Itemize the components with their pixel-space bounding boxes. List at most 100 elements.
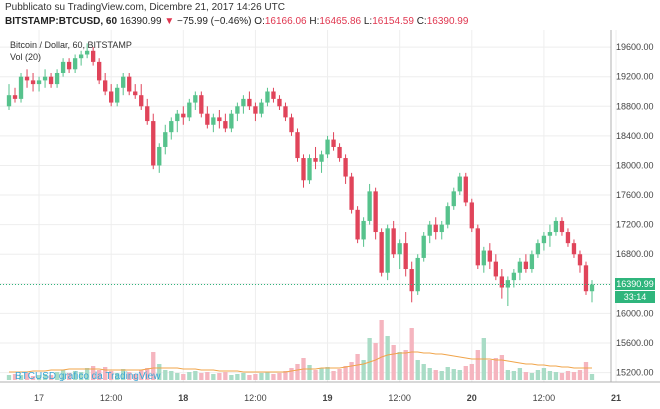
candle: [109, 84, 114, 107]
candle-body: [223, 121, 228, 129]
candle: [415, 254, 420, 295]
candle-body: [96, 61, 102, 81]
candle: [247, 91, 252, 110]
open-label: O:: [254, 16, 265, 27]
candle-body: [103, 80, 108, 92]
candle-body: [211, 117, 216, 125]
candle: [319, 150, 324, 173]
candle-body: [397, 243, 402, 255]
candles: [6, 43, 595, 307]
volume-bar: [163, 370, 168, 380]
candle: [295, 128, 300, 162]
candle-body: [235, 106, 240, 114]
candle-body: [451, 191, 456, 207]
candle: [331, 132, 336, 151]
candle: [265, 87, 270, 107]
candle: [583, 261, 589, 295]
volume-bar: [247, 375, 252, 380]
low-label: L:: [363, 16, 373, 27]
volume-bar: [349, 362, 354, 380]
volume-bar: [355, 354, 360, 380]
volume-bar: [541, 368, 547, 380]
volume-bar: [445, 367, 450, 380]
volume-bar: [24, 373, 30, 380]
price-chart[interactable]: 19600.00 19200.00 18800.00 18400.00 18000.00…: [0, 30, 660, 409]
candle-body: [139, 95, 144, 107]
volume-bar: [571, 372, 577, 380]
candle-body: [247, 98, 252, 107]
candle: [54, 69, 60, 88]
candle-body: [433, 224, 438, 233]
candle-body: [487, 250, 492, 262]
candle: [127, 72, 132, 96]
candle: [223, 113, 228, 133]
candle: [355, 206, 360, 244]
volume-bar: [109, 371, 114, 380]
y-tick-label: 17200.00: [616, 220, 654, 230]
volume-bar: [505, 370, 511, 380]
volume-bar: [535, 370, 541, 380]
down-arrow-icon: ▼: [164, 16, 175, 27]
candle-body: [535, 243, 541, 255]
candle-body: [403, 243, 408, 270]
candle-body: [511, 272, 517, 281]
candle-body: [349, 176, 354, 210]
candle-body: [133, 91, 138, 96]
x-tick-label: 12:00: [533, 393, 556, 403]
candle-body: [283, 106, 288, 118]
candle-body: [571, 243, 577, 255]
candle: [103, 72, 108, 96]
candle: [433, 217, 438, 240]
last-price-tag: 16390.99: [615, 278, 655, 291]
watermark: BTCUSD grafico da TradingView: [15, 371, 161, 382]
volume-bar: [187, 372, 192, 380]
candle-body: [90, 50, 96, 62]
volume-bar: [199, 373, 204, 380]
volume-bar: [145, 368, 150, 380]
volume-bar: [229, 375, 234, 380]
candle: [403, 232, 408, 277]
candle: [349, 172, 354, 214]
volume-bar: [241, 373, 246, 380]
candle-body: [313, 158, 318, 162]
candle-body: [415, 257, 420, 292]
candle-body: [475, 228, 480, 266]
candle-body: [84, 50, 90, 55]
volume-bar: [319, 368, 324, 380]
volume-bar: [157, 364, 162, 380]
candle: [30, 72, 36, 92]
candle: [409, 261, 414, 303]
candle-body: [409, 269, 414, 292]
volume-bar: [283, 371, 288, 380]
candle: [187, 98, 192, 122]
candle: [90, 47, 96, 66]
volume-bar: [12, 374, 18, 380]
candle-body: [229, 113, 234, 129]
x-tick-label: 17: [34, 393, 44, 403]
candle: [361, 217, 366, 247]
candle: [301, 154, 306, 188]
volume-bar: [523, 372, 529, 380]
candle-body: [18, 76, 24, 99]
x-tick-label: 21: [611, 393, 621, 403]
candle-body: [6, 95, 12, 107]
volume-bar: [487, 360, 492, 380]
volume-bar: [421, 364, 426, 380]
candle: [427, 220, 432, 244]
candle: [589, 280, 595, 303]
close-value: 16390.99: [426, 16, 469, 27]
volume-bar: [577, 370, 583, 380]
volume-bar: [367, 338, 372, 380]
volume-bar: [427, 368, 432, 380]
candle: [235, 102, 240, 122]
candle-body: [385, 228, 390, 273]
candle: [66, 58, 72, 73]
volume-bar: [121, 369, 126, 380]
volume-bar: [217, 373, 222, 380]
volume-bar: [205, 372, 210, 380]
candle: [84, 43, 90, 59]
candle: [577, 250, 583, 273]
candle: [517, 257, 523, 281]
volume-bar: [307, 365, 312, 380]
